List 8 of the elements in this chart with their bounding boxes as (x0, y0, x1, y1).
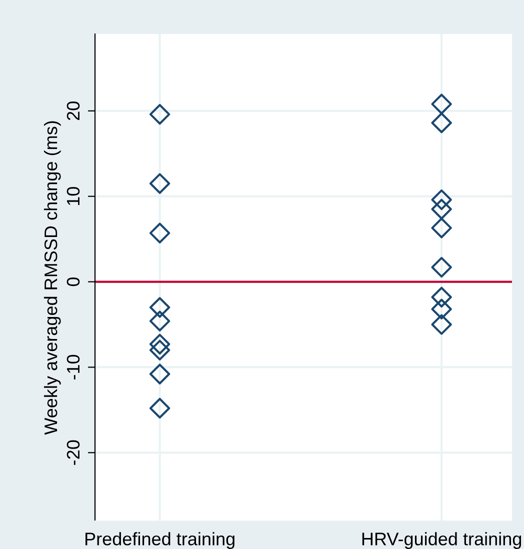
y-tick-label: -20 (66, 440, 80, 465)
y-tick-label: -10 (66, 354, 80, 380)
y-tick-label: 20 (66, 102, 80, 120)
y-tick-label: 0 (66, 277, 80, 286)
x-tick-label: HRV-guided training (362, 532, 522, 549)
y-tick-label: 10 (66, 186, 80, 205)
x-tick-label: Predefined training (86, 532, 234, 549)
y-axis-title: Weekly averaged RMSSD change (ms) (44, 121, 61, 435)
